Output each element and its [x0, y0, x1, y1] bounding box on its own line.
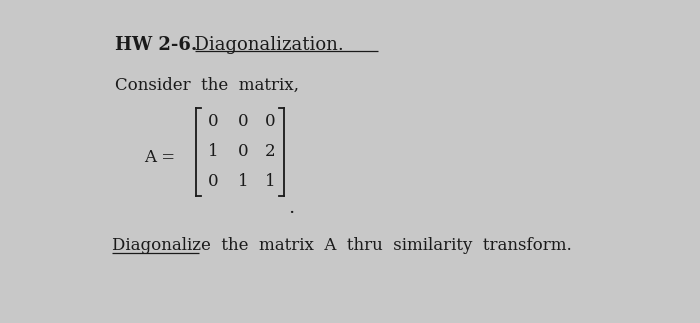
Text: Consider  the  matrix,: Consider the matrix,: [115, 77, 299, 93]
Text: 0: 0: [265, 113, 275, 130]
Text: 0: 0: [238, 143, 248, 161]
Text: 0: 0: [238, 113, 248, 130]
Text: Diagonalization.: Diagonalization.: [183, 36, 344, 54]
Text: 1: 1: [238, 173, 248, 191]
Text: 2: 2: [265, 143, 275, 161]
Text: A =: A =: [144, 150, 175, 166]
Text: HW 2-6.: HW 2-6.: [115, 36, 197, 54]
Text: 1: 1: [208, 143, 218, 161]
Text: .: .: [288, 199, 294, 217]
Text: Diagonalize  the  matrix  A  thru  similarity  transform.: Diagonalize the matrix A thru similarity…: [112, 236, 572, 254]
Text: 1: 1: [265, 173, 275, 191]
Text: 0: 0: [208, 113, 218, 130]
Text: 0: 0: [208, 173, 218, 191]
